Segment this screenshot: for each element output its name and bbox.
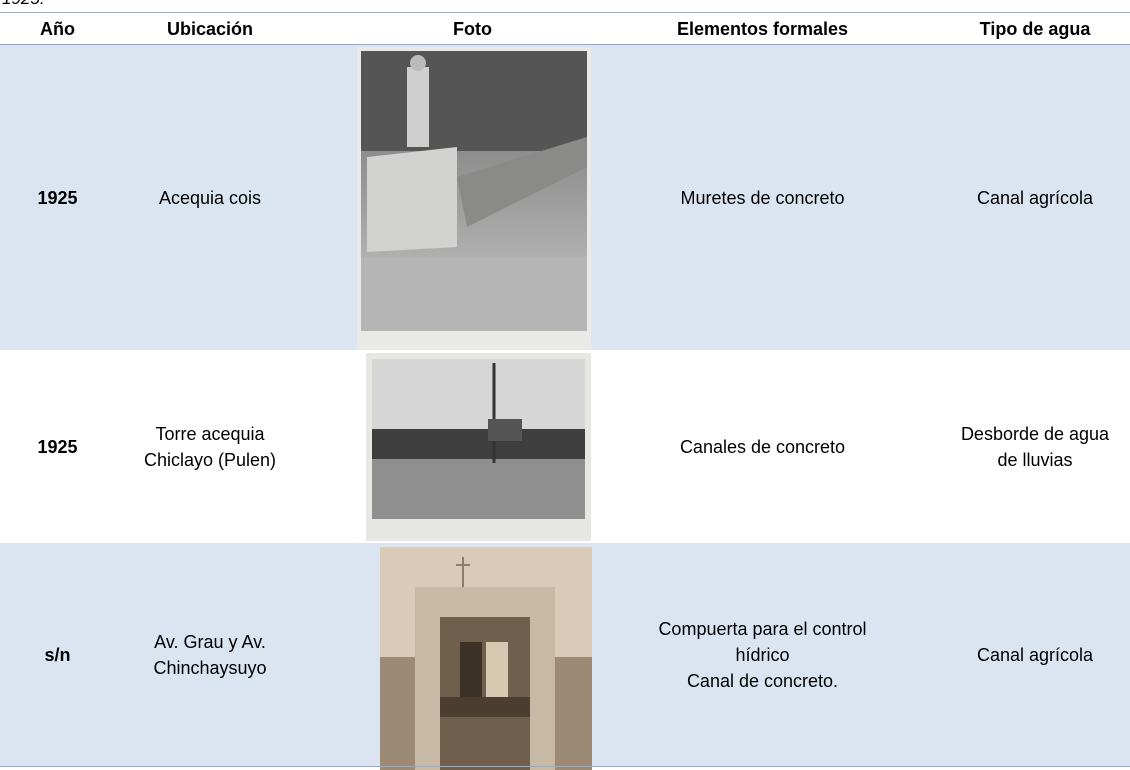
header-row: Año Ubicación Foto Elementos formales Ti… xyxy=(0,13,1130,44)
year-cell: 1925 xyxy=(37,436,78,457)
water-type-cell: Canal agrícola xyxy=(976,644,1094,665)
photo xyxy=(357,47,591,350)
caption-fragment: 1925. xyxy=(2,0,45,9)
table-row: 1925 Torre acequia Chiclayo (Pulen) Cana… xyxy=(0,350,1130,543)
header-cell: Foto xyxy=(453,18,492,39)
header-cell: Año xyxy=(40,18,75,39)
water-type-cell: Canal agrícola xyxy=(976,187,1094,208)
elements-cell: Compuerta para el control hídrico Canal … xyxy=(658,618,867,691)
header-cell: Elementos formales xyxy=(676,18,849,39)
year-cell: 1925 xyxy=(37,187,78,208)
water-type-cell: Desborde de agua de lluvias xyxy=(960,423,1110,470)
table-bottom-border xyxy=(0,766,1130,767)
elements-cell: Canales de concreto xyxy=(679,436,846,457)
photo xyxy=(366,353,591,541)
location-cell: Torre acequia Chiclayo (Pulen) xyxy=(143,423,277,470)
location-cell: Acequia cois xyxy=(158,187,262,208)
header-cell: Ubicación xyxy=(166,18,254,39)
elements-cell: Muretes de concreto xyxy=(680,187,845,208)
header-border xyxy=(0,44,1130,45)
location-cell: Av. Grau y Av. Chinchaysuyo xyxy=(153,631,267,678)
year-cell: s/n xyxy=(44,644,71,665)
table-top-border xyxy=(0,12,1130,13)
table-row: s/n Av. Grau y Av. Chinchaysuyo Compuert… xyxy=(0,543,1130,770)
table-row: 1925 Acequia cois Muretes de concreto Ca… xyxy=(0,45,1130,350)
photo xyxy=(380,547,592,770)
header-cell: Tipo de agua xyxy=(979,18,1091,39)
